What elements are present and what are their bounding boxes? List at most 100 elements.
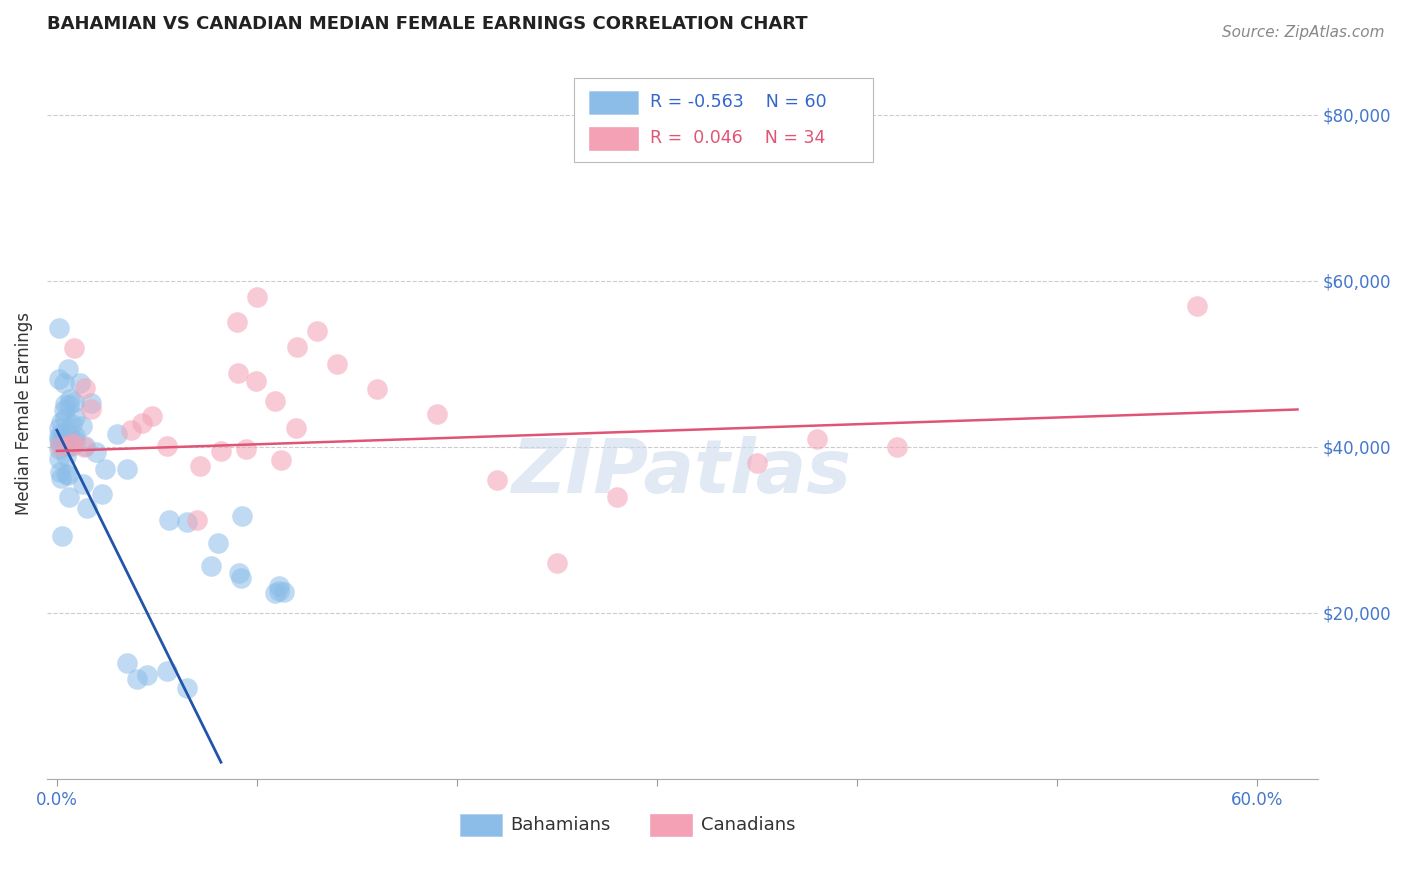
Point (48, 451, 70, 466)
Point (51, 529, 73, 543)
Point (48, 465, 70, 479)
Point (115, 462, 138, 476)
Point (284, 420, 307, 434)
Point (176, 681, 198, 695)
Point (48, 372, 70, 386)
Point (52, 376, 75, 391)
Point (72, 440, 94, 454)
Point (48, 436, 70, 450)
Point (58, 398, 80, 412)
Point (58, 490, 80, 504)
Point (72, 477, 94, 491)
Point (48, 421, 70, 435)
Point (105, 427, 128, 442)
FancyBboxPatch shape (460, 814, 502, 836)
Text: R = -0.563    N = 60: R = -0.563 N = 60 (651, 93, 827, 111)
Point (55, 467, 77, 481)
Point (131, 416, 153, 430)
Point (60, 436, 83, 450)
Point (263, 394, 285, 409)
Point (56, 362, 79, 376)
Point (285, 340, 308, 354)
Point (59, 392, 82, 406)
Point (207, 536, 229, 550)
Point (76, 500, 98, 515)
Point (228, 366, 250, 380)
Point (48, 433, 70, 447)
Point (267, 579, 290, 593)
Point (55, 397, 77, 411)
Point (156, 664, 179, 678)
Point (53, 402, 76, 417)
Point (55, 450, 77, 464)
Point (51, 425, 73, 440)
Point (141, 409, 163, 423)
Point (1187, 299, 1209, 313)
Point (186, 513, 208, 527)
Point (231, 509, 253, 524)
Point (58, 428, 80, 442)
Point (80, 396, 103, 410)
Point (245, 374, 267, 388)
Point (886, 440, 908, 454)
Point (229, 571, 252, 585)
Point (69, 376, 91, 390)
Point (91, 487, 114, 501)
Text: R =  0.046    N = 34: R = 0.046 N = 34 (651, 128, 825, 146)
Point (75, 381, 97, 395)
Point (747, 457, 769, 471)
Point (546, 556, 568, 570)
Point (48, 442, 70, 457)
Point (63, 395, 86, 409)
FancyBboxPatch shape (589, 91, 638, 114)
Point (65, 409, 87, 424)
Point (48, 429, 70, 443)
Point (200, 558, 222, 573)
Point (270, 453, 292, 467)
Point (326, 357, 349, 371)
Text: Bahamians: Bahamians (510, 816, 612, 834)
Point (269, 583, 291, 598)
Point (806, 432, 828, 446)
Point (188, 458, 211, 473)
Point (86, 445, 108, 459)
Point (80, 401, 103, 416)
Point (75, 439, 97, 453)
Point (70, 418, 93, 433)
Y-axis label: Median Female Earnings: Median Female Earnings (15, 312, 32, 516)
Point (94, 462, 117, 476)
Point (426, 407, 449, 421)
Point (63, 341, 86, 355)
Text: Source: ZipAtlas.com: Source: ZipAtlas.com (1222, 25, 1385, 40)
Point (52, 434, 75, 449)
Point (53, 411, 76, 425)
Point (65, 429, 87, 443)
Point (125, 672, 148, 686)
Point (246, 290, 269, 304)
FancyBboxPatch shape (574, 78, 873, 161)
Point (63, 434, 86, 448)
Point (226, 315, 249, 329)
Point (51, 415, 73, 429)
Point (606, 490, 628, 504)
Point (49, 471, 72, 485)
Point (228, 566, 250, 580)
FancyBboxPatch shape (589, 127, 638, 150)
Point (156, 439, 179, 453)
Point (157, 512, 180, 526)
Text: Canadians: Canadians (702, 816, 796, 834)
Point (56, 467, 79, 482)
Point (264, 585, 287, 599)
Point (486, 473, 509, 487)
Point (49, 439, 72, 453)
Point (235, 442, 257, 456)
Point (273, 585, 295, 599)
Point (120, 423, 142, 437)
Point (366, 382, 388, 396)
Text: BAHAMIAN VS CANADIAN MEDIAN FEMALE EARNINGS CORRELATION CHART: BAHAMIAN VS CANADIAN MEDIAN FEMALE EARNI… (46, 15, 807, 33)
Point (60, 417, 83, 431)
Point (115, 656, 138, 670)
Point (176, 515, 198, 529)
Point (209, 444, 232, 458)
Text: ZIPatlas: ZIPatlas (512, 435, 852, 508)
